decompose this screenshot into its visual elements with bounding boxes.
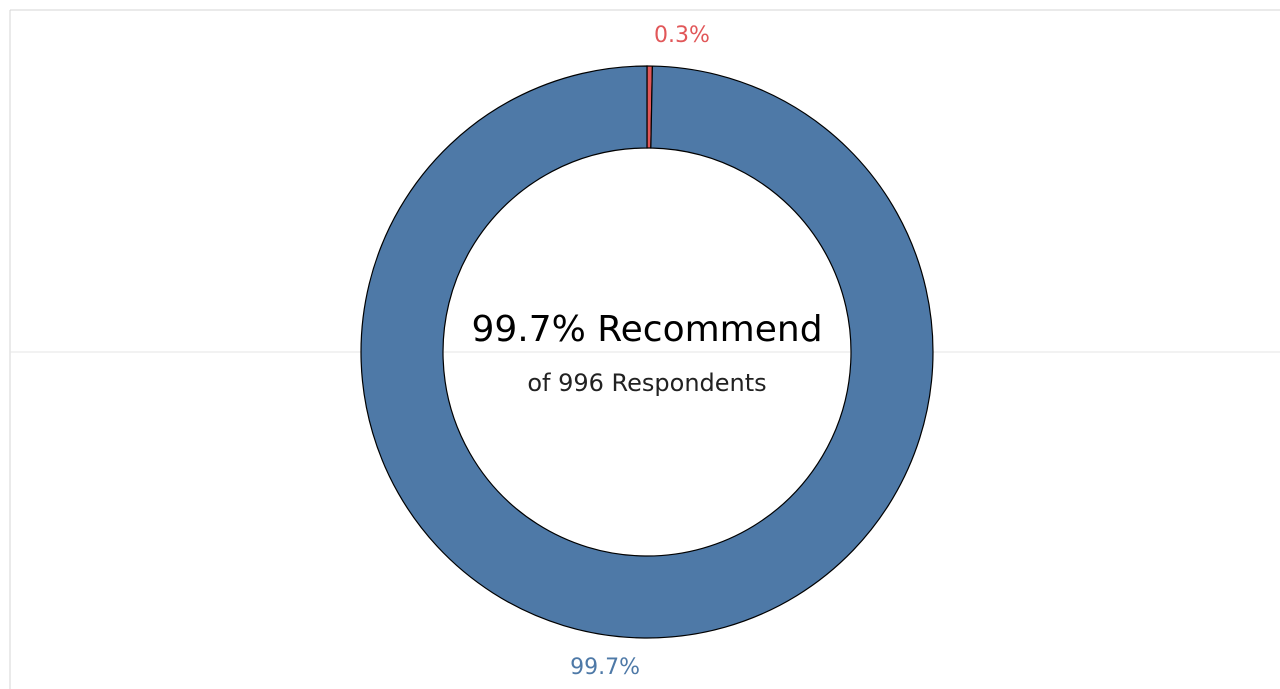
slice [360,65,934,639]
center-title: 99.7% Recommend [471,309,822,350]
center-subtitle: of 996 Respondents [527,369,766,397]
slice-label: 99.7% [570,655,640,680]
donut [360,65,934,639]
slice-label: 0.3% [654,23,710,48]
